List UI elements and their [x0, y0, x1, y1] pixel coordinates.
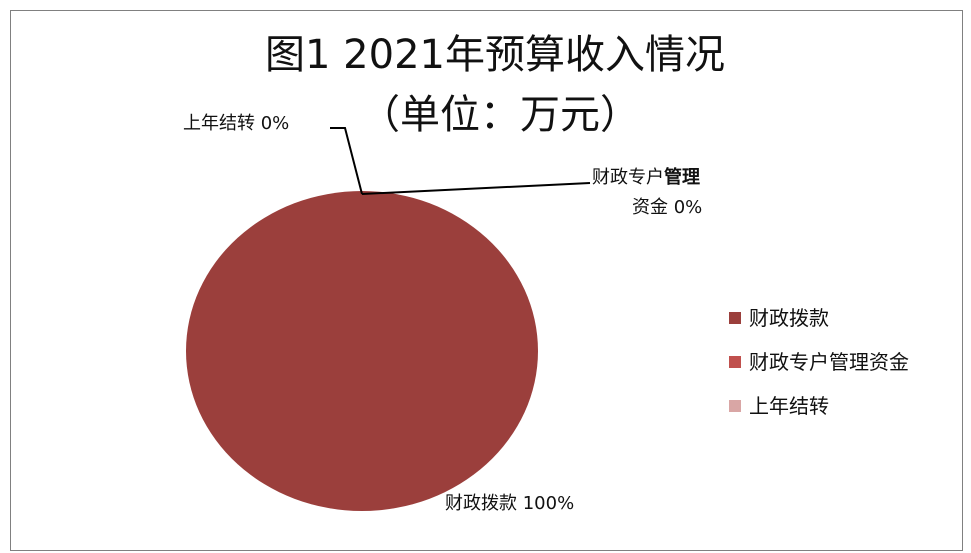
legend: 财政拨款 财政专户管理资金 上年结转: [729, 296, 909, 428]
legend-label-last-year: 上年结转: [749, 394, 829, 418]
legend-label-mgmt-funds: 财政专户管理资金: [749, 350, 909, 374]
legend-item-finance: 财政拨款: [729, 296, 909, 340]
data-label-mgmt-part1: 财政专户: [592, 167, 664, 188]
chart-subtitle: （单位：万元）: [360, 92, 640, 138]
legend-swatch-finance: [729, 312, 741, 324]
legend-swatch-mgmt-funds: [729, 356, 741, 368]
legend-item-last-year: 上年结转: [729, 384, 909, 428]
data-label-mgmt-funds: 财政专户管理: [592, 166, 700, 190]
leader-line-mgmt-funds: [361, 182, 591, 195]
legend-swatch-last-year: [729, 400, 741, 412]
chart-title: 图1 2021年预算收入情况: [215, 30, 775, 80]
chart-title-text: 图1 2021年预算收入情况: [265, 32, 725, 78]
legend-item-mgmt-funds: 财政专户管理资金: [729, 340, 909, 384]
data-label-last-year: 上年结转 0%: [183, 113, 290, 134]
leader-line-last-year: [330, 127, 363, 195]
data-label-mgmt-part2: 管理: [664, 167, 700, 188]
data-label-mgmt-funds-line2: 资金 0%: [632, 197, 703, 218]
data-label-finance: 财政拨款 100%: [445, 493, 575, 514]
pie-slice-finance: [186, 191, 538, 511]
legend-label-finance: 财政拨款: [749, 306, 829, 330]
